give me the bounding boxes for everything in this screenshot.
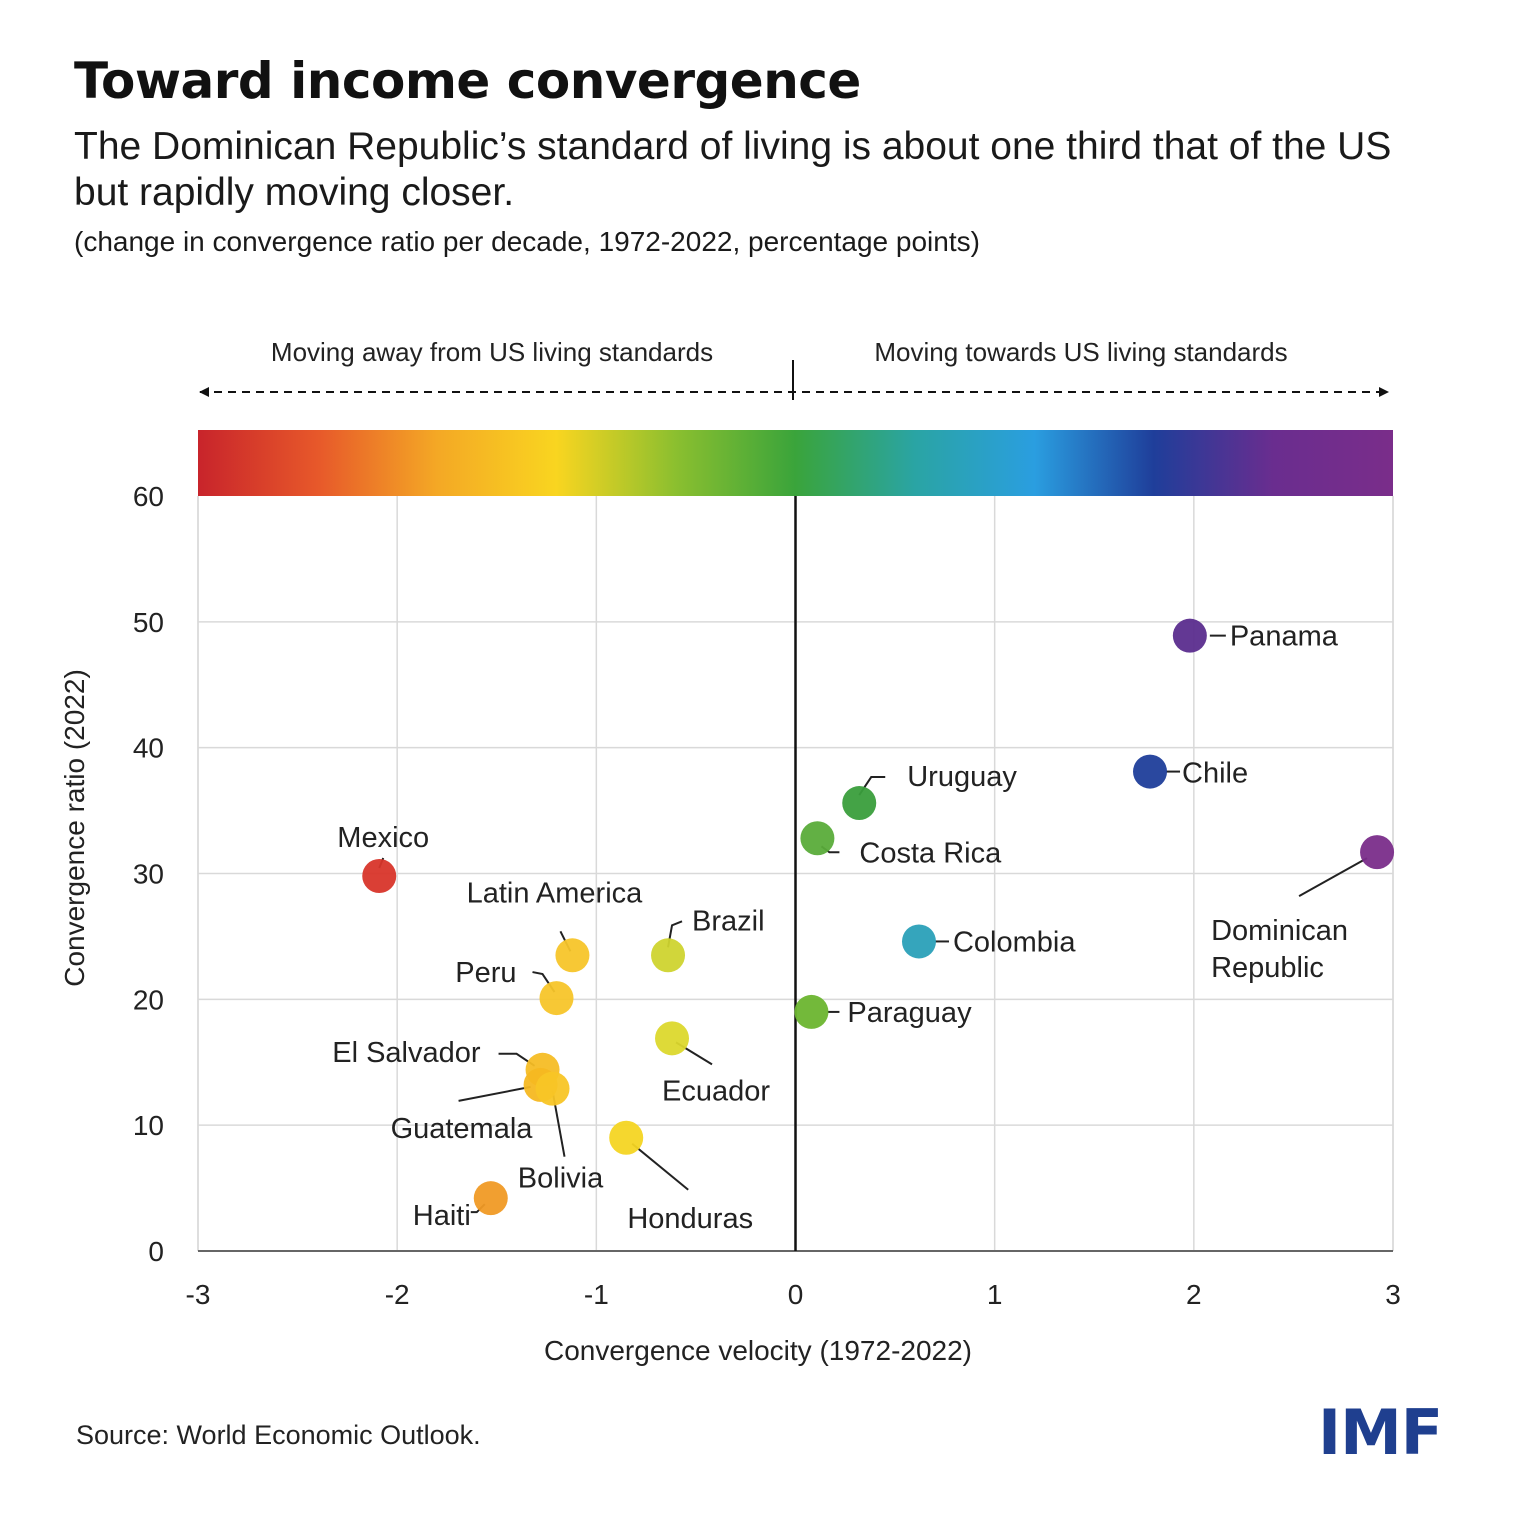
point-uruguay bbox=[842, 786, 877, 821]
x-tick-label: -3 bbox=[186, 1279, 211, 1310]
x-tick-label: 0 bbox=[788, 1279, 804, 1310]
point-latin-america bbox=[555, 938, 590, 973]
point-bolivia bbox=[535, 1071, 570, 1106]
point-costa-rica bbox=[800, 821, 835, 856]
label-paraguay: Paraguay bbox=[847, 997, 972, 1029]
point-panama bbox=[1172, 618, 1207, 653]
y-tick-label: 50 bbox=[133, 607, 164, 638]
leader-line-honduras bbox=[631, 1142, 689, 1191]
leader-line-guatemala bbox=[458, 1085, 531, 1102]
label-chile: Chile bbox=[1182, 758, 1248, 790]
label-bolivia: Bolivia bbox=[518, 1163, 604, 1195]
y-tick-label: 0 bbox=[148, 1236, 164, 1267]
axes bbox=[198, 496, 1393, 1252]
y-tick-label: 30 bbox=[133, 859, 164, 890]
y-tick-label: 60 bbox=[133, 481, 164, 512]
label-latin-america: Latin America bbox=[467, 877, 644, 909]
label-panama: Panama bbox=[1230, 621, 1339, 653]
source-note: Source: World Economic Outlook. bbox=[76, 1420, 481, 1450]
point-peru bbox=[539, 981, 574, 1016]
chart-title: Toward income convergence bbox=[74, 52, 861, 110]
chart-subtitle: The Dominican Republic’s standard of liv… bbox=[74, 125, 1392, 214]
direction-label-away: Moving away from US living standards bbox=[271, 337, 713, 367]
point-paraguay bbox=[794, 994, 829, 1029]
point-honduras bbox=[609, 1120, 644, 1155]
y-tick-label: 40 bbox=[133, 733, 164, 764]
x-tick-label: -2 bbox=[385, 1279, 410, 1310]
y-axis-label: Convergence ratio (2022) bbox=[59, 669, 90, 987]
x-tick-label: 2 bbox=[1186, 1279, 1202, 1310]
color-scale-bar bbox=[198, 430, 1393, 496]
label-el-salvador: El Salvador bbox=[332, 1037, 481, 1069]
label-colombia: Colombia bbox=[953, 926, 1076, 958]
direction-label-towards: Moving towards US living standards bbox=[874, 337, 1287, 367]
label-ecuador: Ecuador bbox=[662, 1075, 770, 1107]
x-tick-label: 3 bbox=[1385, 1279, 1401, 1310]
point-chile bbox=[1133, 754, 1168, 789]
label-guatemala: Guatemala bbox=[391, 1113, 534, 1145]
label-mexico: Mexico bbox=[337, 822, 429, 854]
label-brazil: Brazil bbox=[692, 905, 765, 937]
data-points bbox=[362, 618, 1395, 1216]
imf-logo: IMF bbox=[1318, 1396, 1443, 1469]
label-haiti: Haiti bbox=[413, 1200, 471, 1232]
label-costa-rica: Costa Rica bbox=[859, 837, 1002, 869]
point-haiti bbox=[473, 1181, 508, 1216]
chart-units-note: (change in convergence ratio per decade,… bbox=[74, 226, 980, 257]
label-dominican-republic: Dominican Republic bbox=[1211, 915, 1348, 984]
point-brazil bbox=[651, 938, 686, 973]
point-labels: Panama Chile Dominican Republic Uruguay Costa… bbox=[332, 621, 1348, 1235]
y-tick-label: 10 bbox=[133, 1110, 164, 1141]
point-colombia bbox=[901, 924, 936, 959]
point-mexico bbox=[362, 859, 397, 894]
label-honduras: Honduras bbox=[627, 1203, 753, 1235]
label-peru: Peru bbox=[455, 957, 516, 989]
leader-line-dominican-republic bbox=[1298, 857, 1368, 897]
y-tick-label: 20 bbox=[133, 984, 164, 1015]
point-ecuador bbox=[655, 1021, 690, 1056]
x-axis-label: Convergence velocity (1972-2022) bbox=[544, 1335, 972, 1366]
x-tick-label: -1 bbox=[584, 1279, 609, 1310]
point-dominican-republic bbox=[1360, 835, 1395, 870]
label-uruguay: Uruguay bbox=[907, 761, 1017, 793]
x-tick-label: 1 bbox=[987, 1279, 1003, 1310]
